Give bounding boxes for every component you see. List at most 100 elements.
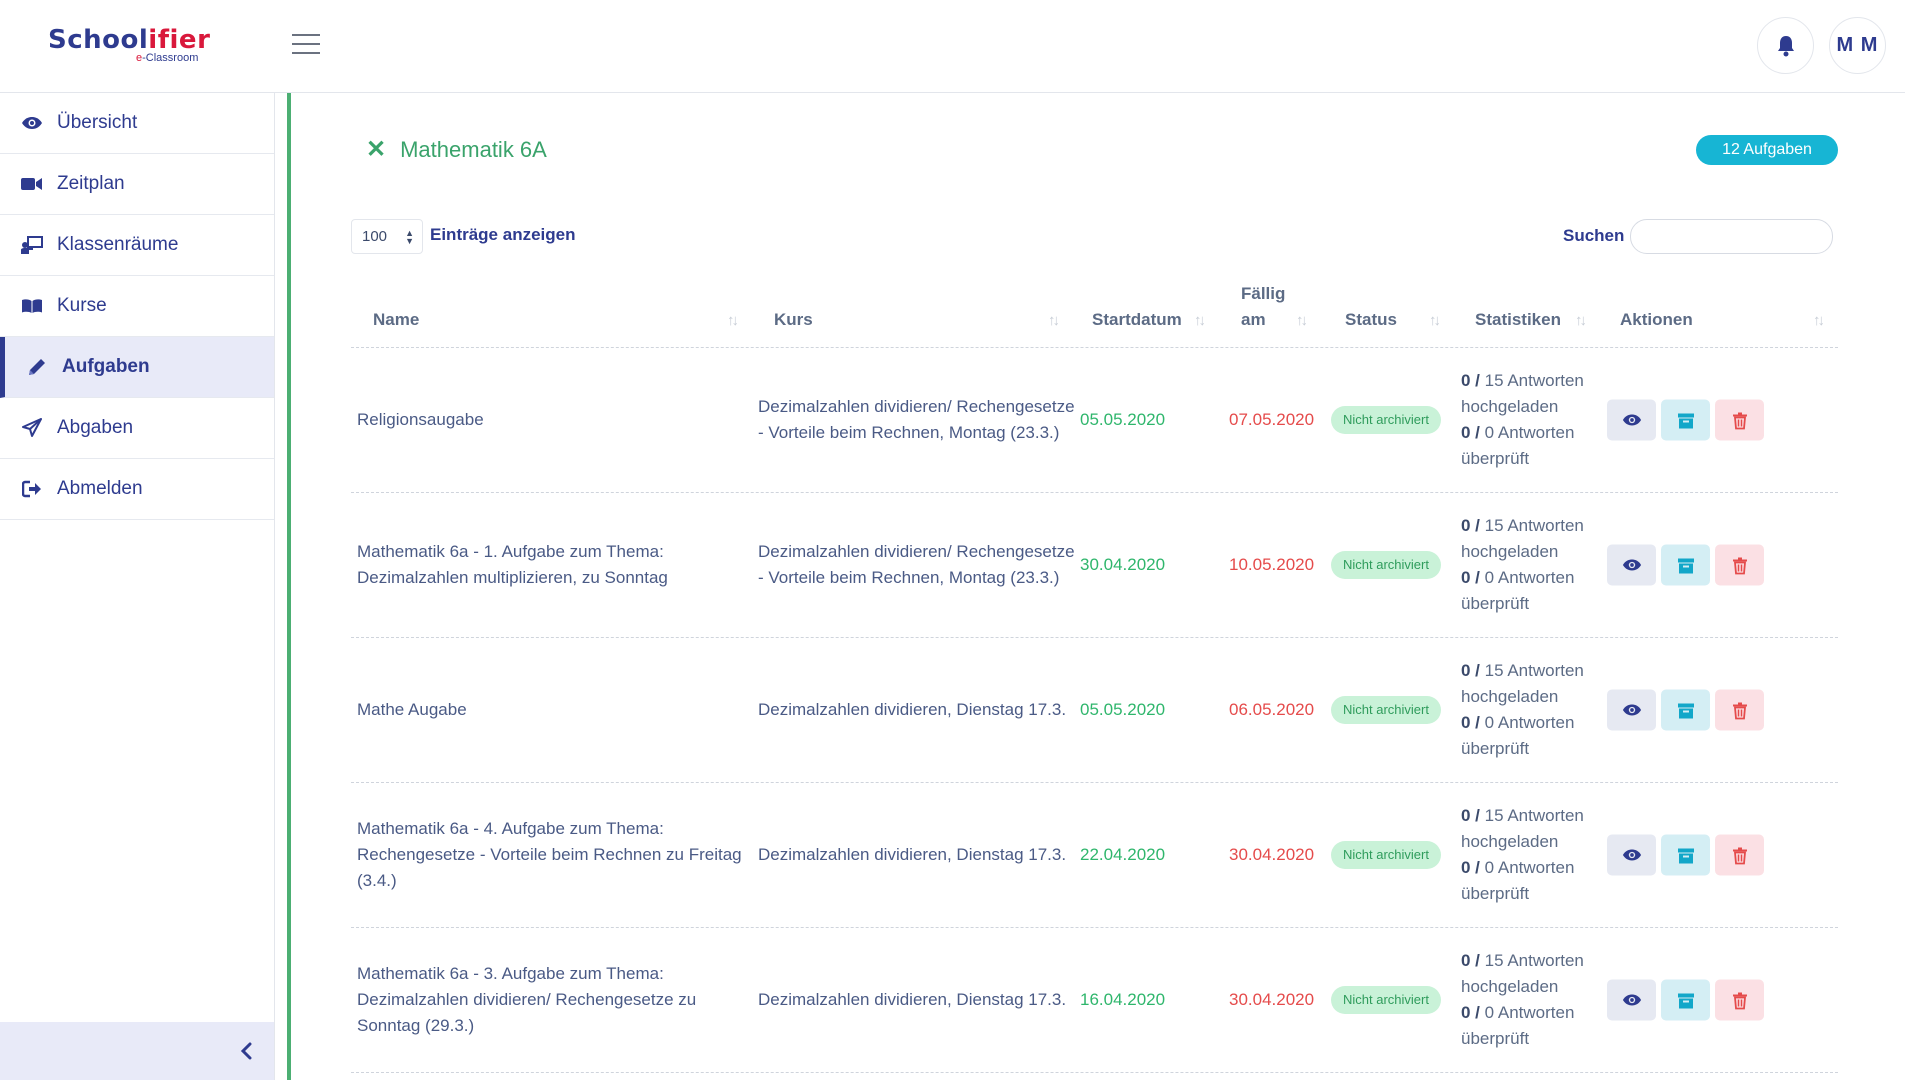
task-course: Dezimalzahlen dividieren/ Rechengesetze … bbox=[758, 397, 1075, 442]
sidebar-item-label: Abmelden bbox=[57, 478, 143, 499]
task-name-link[interactable]: Mathe Augabe bbox=[357, 700, 467, 719]
table-header: Name ↑↓ Kurs ↑↓ Startdatum ↑↓ Fällig am ↑… bbox=[351, 278, 1838, 348]
select-arrows-icon: ▲ ▼ bbox=[405, 228, 414, 246]
sidebar-item-abmelden[interactable]: Abmelden bbox=[0, 459, 274, 520]
archive-button[interactable] bbox=[1661, 834, 1710, 876]
task-name-link[interactable]: Mathematik 6a - 4. Aufgabe zum Thema: Re… bbox=[357, 819, 742, 890]
delete-button[interactable] bbox=[1715, 979, 1764, 1021]
column-header-kurs[interactable]: Kurs bbox=[774, 310, 813, 329]
table-row: Mathematik 6a - 4. Aufgabe zum Thema: Re… bbox=[351, 783, 1838, 928]
task-name-link[interactable]: Mathematik 6a - 3. Aufgabe zum Thema: De… bbox=[357, 964, 697, 1035]
logo-text: Schoolifier bbox=[48, 26, 210, 54]
sidebar-item-klassenraeume[interactable]: Klassenräume bbox=[0, 215, 274, 276]
logo[interactable]: Schoolifier e-Classroom bbox=[48, 26, 210, 64]
task-due-date: 30.04.2020 bbox=[1229, 845, 1315, 864]
task-count-badge: 12 Aufgaben bbox=[1696, 135, 1838, 165]
sidebar-item-label: Aufgaben bbox=[62, 356, 150, 377]
view-button[interactable] bbox=[1607, 834, 1656, 876]
task-start-date: 30.04.2020 bbox=[1080, 555, 1166, 574]
archive-button[interactable] bbox=[1661, 544, 1710, 586]
uploaded-text: 15 Antworten hochgeladen bbox=[1461, 661, 1584, 706]
user-avatar[interactable]: M M bbox=[1829, 17, 1886, 74]
sort-icon[interactable]: ↑↓ bbox=[1296, 312, 1308, 329]
archive-icon bbox=[1677, 703, 1694, 718]
status-cell: Nicht archiviert bbox=[1331, 406, 1441, 434]
sign-out-icon bbox=[20, 477, 44, 501]
paper-plane-icon bbox=[20, 416, 44, 440]
status-badge: Nicht archiviert bbox=[1331, 406, 1441, 434]
view-button[interactable] bbox=[1607, 979, 1656, 1021]
search-label: Suchen bbox=[1563, 226, 1625, 245]
logo-text-part-1: School bbox=[48, 25, 149, 55]
task-start-date: 16.04.2020 bbox=[1080, 990, 1166, 1009]
task-statistics: 0 / 15 Antworten hochgeladen 0 / 0 Antwo… bbox=[1461, 513, 1601, 617]
column-header-status[interactable]: Status bbox=[1345, 310, 1397, 329]
trash-icon bbox=[1732, 702, 1747, 719]
sort-icon[interactable]: ↑↓ bbox=[727, 312, 739, 329]
column-header-startdatum[interactable]: Startdatum bbox=[1092, 310, 1182, 329]
uploaded-text: 15 Antworten hochgeladen bbox=[1461, 516, 1584, 561]
delete-button[interactable] bbox=[1715, 544, 1764, 586]
sidebar-item-zeitplan[interactable]: Zeitplan bbox=[0, 154, 274, 215]
sidebar-item-aufgaben[interactable]: Aufgaben bbox=[0, 337, 274, 398]
sort-icon[interactable]: ↑↓ bbox=[1575, 312, 1587, 329]
archive-icon bbox=[1677, 413, 1694, 428]
close-icon[interactable]: ✕ bbox=[366, 136, 387, 163]
search-input[interactable] bbox=[1630, 219, 1833, 254]
course-header: ✕ Mathematik 6A bbox=[366, 137, 547, 163]
column-header-faellig[interactable]: Fällig am bbox=[1241, 281, 1285, 333]
hamburger-line bbox=[292, 52, 320, 54]
row-actions bbox=[1607, 979, 1769, 1021]
view-button[interactable] bbox=[1607, 689, 1656, 731]
sidebar-item-kurse[interactable]: Kurse bbox=[0, 276, 274, 337]
task-due-date: 06.05.2020 bbox=[1229, 700, 1315, 719]
sidebar-item-label: Zeitplan bbox=[57, 173, 125, 194]
table-row: Mathematik 6a - 3. Aufgabe zum Thema: De… bbox=[351, 928, 1838, 1073]
sidebar-collapse-button[interactable] bbox=[0, 1022, 274, 1080]
archive-button[interactable] bbox=[1661, 689, 1710, 731]
menu-toggle-button[interactable] bbox=[292, 34, 320, 56]
column-header-name[interactable]: Name bbox=[373, 310, 420, 329]
column-header-statistiken[interactable]: Statistiken bbox=[1475, 310, 1561, 329]
sort-icon[interactable]: ↑↓ bbox=[1813, 312, 1825, 329]
sidebar-item-label: Klassenräume bbox=[57, 234, 179, 255]
archive-button[interactable] bbox=[1661, 979, 1710, 1021]
eye-icon bbox=[1622, 994, 1641, 1006]
task-course: Dezimalzahlen dividieren, Dienstag 17.3. bbox=[758, 990, 1067, 1009]
row-actions bbox=[1607, 689, 1769, 731]
view-button[interactable] bbox=[1607, 544, 1656, 586]
column-header-aktionen[interactable]: Aktionen bbox=[1620, 310, 1693, 329]
delete-button[interactable] bbox=[1715, 689, 1764, 731]
checked-count: 0 / bbox=[1461, 1003, 1480, 1022]
eye-icon bbox=[1622, 559, 1641, 571]
view-button[interactable] bbox=[1607, 399, 1656, 441]
task-start-date: 05.05.2020 bbox=[1080, 700, 1166, 719]
chevron-left-icon bbox=[240, 1042, 252, 1060]
status-badge: Nicht archiviert bbox=[1331, 551, 1441, 579]
uploaded-text: 15 Antworten hochgeladen bbox=[1461, 371, 1584, 416]
main-content: ✕ Mathematik 6A 12 Aufgaben 100 ▲ ▼ Eintr… bbox=[287, 93, 1905, 1080]
notifications-button[interactable] bbox=[1757, 17, 1814, 74]
task-statistics: 0 / 15 Antworten hochgeladen 0 / 0 Antwo… bbox=[1461, 803, 1601, 907]
column-header-faellig-line-1: Fällig bbox=[1241, 284, 1286, 303]
sort-icon[interactable]: ↑↓ bbox=[1194, 312, 1206, 329]
delete-button[interactable] bbox=[1715, 834, 1764, 876]
pencil-icon bbox=[25, 355, 49, 379]
sidebar-item-uebersicht[interactable]: Übersicht bbox=[0, 93, 274, 154]
sort-icon[interactable]: ↑↓ bbox=[1429, 312, 1441, 329]
eye-icon bbox=[1622, 849, 1641, 861]
sidebar-item-abgaben[interactable]: Abgaben bbox=[0, 398, 274, 459]
task-name-link[interactable]: Religionsaugabe bbox=[357, 410, 484, 429]
task-due-date: 30.04.2020 bbox=[1229, 990, 1315, 1009]
trash-icon bbox=[1732, 992, 1747, 1009]
eye-icon bbox=[1622, 704, 1641, 716]
task-name-link[interactable]: Mathematik 6a - 1. Aufgabe zum Thema: De… bbox=[357, 542, 668, 587]
archive-button[interactable] bbox=[1661, 399, 1710, 441]
page-length-select[interactable]: 100 ▲ ▼ bbox=[351, 219, 423, 254]
video-icon bbox=[20, 172, 44, 196]
task-course: Dezimalzahlen dividieren, Dienstag 17.3. bbox=[758, 845, 1067, 864]
sort-icon[interactable]: ↑↓ bbox=[1048, 312, 1060, 329]
delete-button[interactable] bbox=[1715, 399, 1764, 441]
checked-count: 0 / bbox=[1461, 568, 1480, 587]
eye-icon bbox=[1622, 414, 1641, 426]
